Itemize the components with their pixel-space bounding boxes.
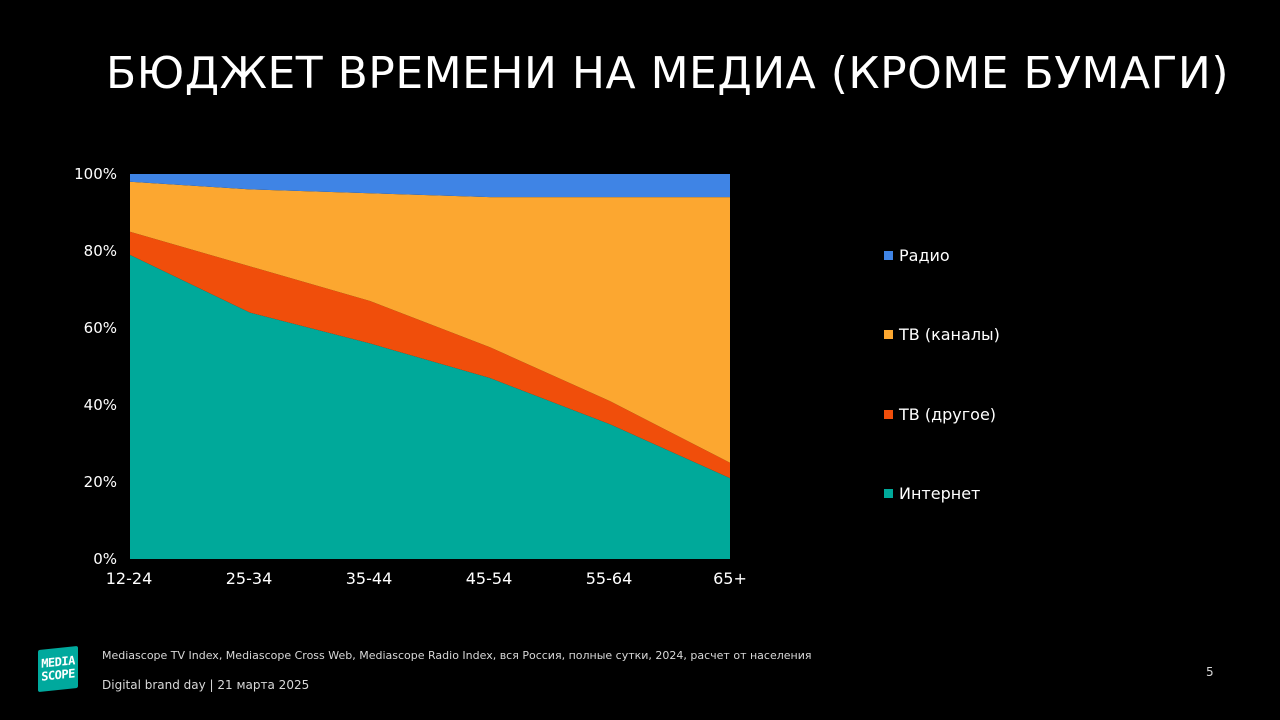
legend-swatch [884, 409, 893, 419]
x-tick-label: 55-64 [586, 569, 633, 588]
y-tick-label: 100% [74, 165, 117, 183]
x-tick-label: 35-44 [346, 569, 393, 588]
area-series-1 [130, 231, 730, 479]
legend-item: ТВ (другое) [884, 399, 996, 429]
legend-label: Радио [899, 245, 950, 265]
legend-swatch [884, 250, 893, 260]
chart-areas [130, 174, 730, 559]
legend-item: Интернет [884, 479, 980, 509]
area-series-0 [130, 254, 730, 559]
y-axis-ticks: 0% 20% 40% 60% 80% 100% [74, 165, 117, 568]
x-tick-label: 45-54 [466, 569, 513, 588]
legend-swatch [884, 489, 893, 498]
legend-swatch [884, 330, 893, 339]
mediascope-logo: MEDIA SCOPE [38, 645, 78, 693]
legend-label: ТВ (каналы) [899, 325, 1000, 344]
page-number: 5 [1206, 665, 1214, 679]
legend-item: ТВ (каналы) [884, 320, 1000, 350]
y-tick-label: 40% [84, 396, 117, 414]
area-series-2 [130, 181, 730, 463]
logo-line-2: SCOPE [41, 666, 75, 684]
footer-event: Digital brand day | 21 марта 2025 [102, 678, 310, 692]
y-tick-label: 0% [93, 550, 117, 568]
y-tick-label: 20% [84, 473, 117, 491]
area-series-3 [130, 174, 730, 198]
legend-label: Интернет [899, 484, 981, 503]
legend-item: Радио [884, 240, 950, 270]
x-tick-label: 12-24 [106, 569, 153, 588]
y-tick-label: 60% [84, 319, 117, 337]
legend-label: ТВ (другое) [899, 404, 997, 424]
y-tick-label: 80% [84, 242, 117, 260]
x-tick-label: 25-34 [226, 569, 273, 588]
x-axis-ticks: 12-24 25-34 35-44 45-54 55-64 65+ [106, 569, 747, 588]
footer-source: Mediascope TV Index, Mediascope Cross We… [102, 649, 812, 662]
slide-title: БЮДЖЕТ ВРЕМЕНИ НА МЕДИА (КРОМЕ БУМАГИ) [106, 48, 1229, 99]
x-tick-label: 65+ [713, 569, 747, 588]
